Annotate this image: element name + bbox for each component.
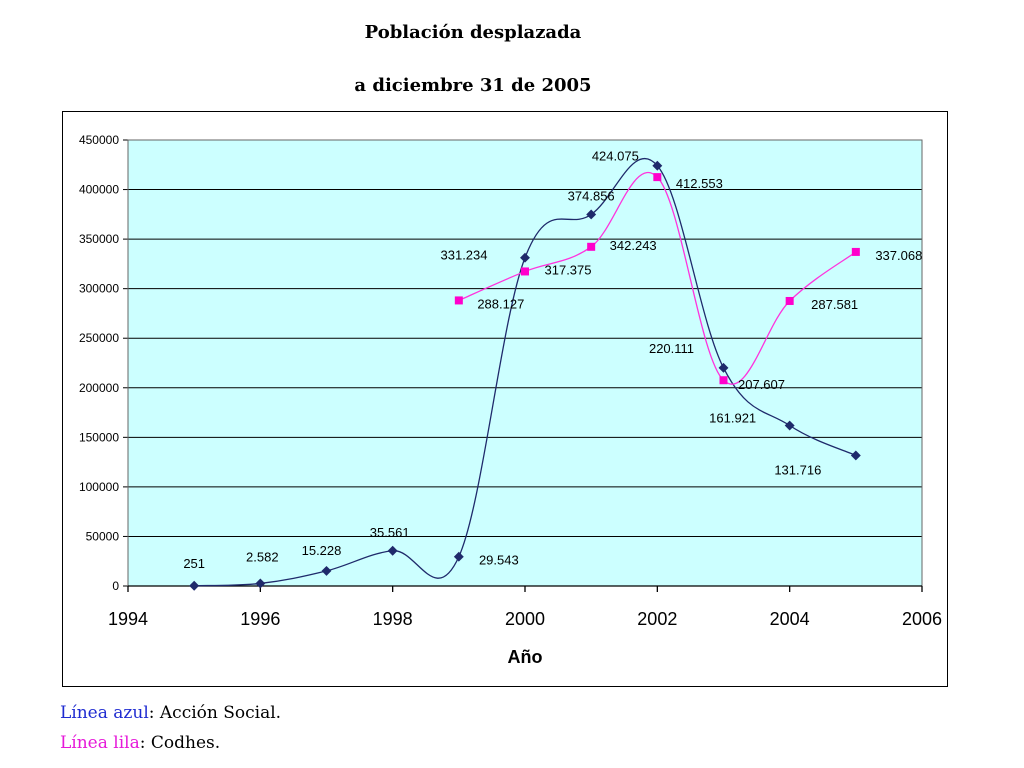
y-tick-label: 400000 (79, 183, 119, 197)
legend-pink-key: Línea lila (60, 733, 140, 753)
data-point-accion-social (850, 450, 861, 461)
y-tick-label: 200000 (79, 381, 119, 395)
data-point-codhes (521, 267, 529, 276)
data-label-accion-social: 29.543 (479, 553, 519, 568)
data-point-codhes (587, 242, 596, 251)
x-tick-label: 1994 (108, 609, 148, 629)
y-tick-label: 150000 (79, 430, 119, 444)
legend-pink-sep: : (139, 733, 151, 753)
data-point-accion-social (255, 578, 266, 589)
x-tick-label: 1998 (373, 609, 413, 629)
data-label-accion-social: 374.856 (568, 188, 615, 203)
data-point-accion-social (520, 252, 530, 263)
chart-title-line-1: Población desplazada (364, 22, 582, 43)
x-tick-label: 2006 (902, 609, 942, 629)
legend-pink-line: Línea lila: Codhes. (60, 733, 220, 753)
legend-blue-key: Línea azul (60, 703, 149, 723)
data-label-codhes: 317.375 (545, 262, 592, 277)
data-label-codhes: 342.243 (610, 238, 657, 253)
y-tick-label: 300000 (79, 282, 119, 296)
data-point-codhes (785, 296, 794, 305)
x-tick-label: 2000 (505, 609, 545, 629)
data-label-accion-social: 220.111 (649, 341, 694, 356)
data-label-accion-social: 251 (183, 556, 205, 571)
data-point-accion-social (718, 362, 729, 373)
y-tick-label: 50000 (86, 529, 120, 543)
data-label-accion-social: 131.716 (774, 462, 821, 477)
data-label-accion-social: 2.582 (246, 549, 279, 564)
data-label-accion-social: 331.234 (441, 248, 488, 263)
data-label-codhes: 288.127 (477, 296, 524, 311)
data-point-accion-social (586, 209, 597, 220)
data-point-codhes (851, 247, 860, 256)
data-point-accion-social (189, 580, 200, 591)
data-point-accion-social (321, 565, 332, 576)
y-tick-label: 0 (112, 579, 119, 593)
data-label-codhes: 287.581 (811, 297, 858, 312)
data-point-accion-social (387, 545, 398, 556)
data-point-accion-social (453, 551, 464, 562)
data-point-codhes (454, 296, 463, 305)
data-label-accion-social: 424.075 (592, 149, 639, 164)
x-axis-title: Año (508, 647, 543, 667)
legend-pink-value: Codhes. (150, 733, 221, 753)
data-label-codhes: 337.068 (875, 248, 922, 263)
y-tick-label: 450000 (79, 133, 119, 147)
legend-blue-line: Línea azul: Acción Social. (60, 703, 281, 723)
data-label-accion-social: 161.921 (709, 411, 756, 426)
x-tick-label: 2002 (637, 609, 677, 629)
chart-frame (62, 111, 948, 687)
y-tick-label: 100000 (79, 480, 119, 494)
x-tick-label: 1996 (240, 609, 280, 629)
legend-blue-value: Acción Social. (159, 703, 282, 723)
chart-title-line-2: a diciembre 31 de 2005 (354, 75, 592, 96)
line-chart: 0 50000 100000 150000 200000 250000 300000 3500… (79, 133, 942, 667)
data-point-accion-social (784, 420, 795, 431)
y-tick-label: 250000 (79, 331, 119, 345)
data-label-codhes: 412.553 (676, 176, 723, 191)
data-label-accion-social: 15.228 (302, 543, 342, 558)
legend-blue-sep: : (148, 703, 160, 723)
y-tick-label: 350000 (79, 232, 119, 246)
data-point-accion-social (652, 160, 663, 171)
data-label-codhes: 207.607 (738, 377, 785, 392)
plot-area (128, 140, 922, 586)
data-label-accion-social: 35.561 (370, 525, 410, 540)
data-point-codhes (719, 376, 728, 385)
data-point-codhes (653, 173, 662, 182)
x-tick-label: 2004 (770, 609, 810, 629)
